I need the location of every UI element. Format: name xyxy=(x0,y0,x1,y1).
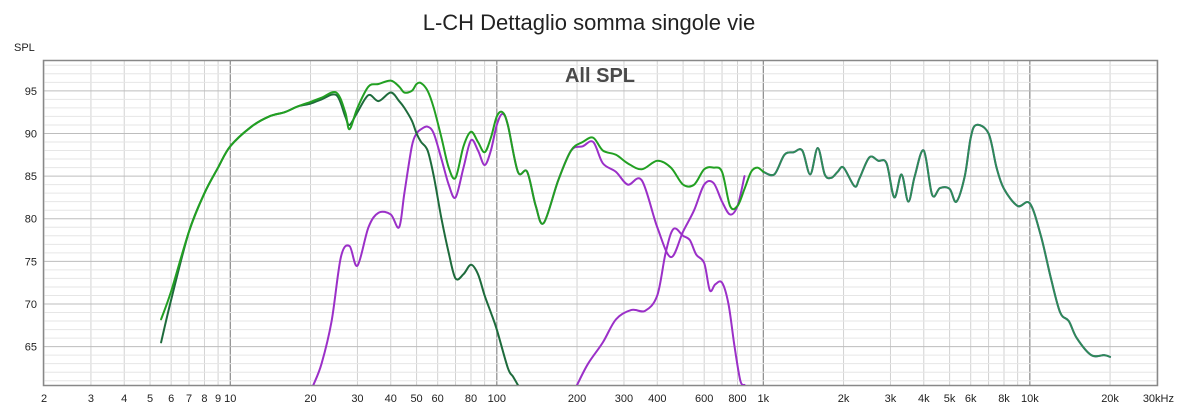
x-tick-label: 7 xyxy=(186,393,192,405)
x-tick-label: 100 xyxy=(488,393,506,405)
x-tick-label: 3 xyxy=(88,393,94,405)
x-tick-label: 4 xyxy=(121,393,127,405)
x-tick-label: 2 xyxy=(41,393,47,405)
x-tick-label: 600 xyxy=(695,393,713,405)
x-tick-label: 4k xyxy=(918,393,930,405)
x-tick-label: 20k xyxy=(1101,393,1119,405)
x-tick-label: 50 xyxy=(410,393,422,405)
x-tick-label: 6k xyxy=(965,393,977,405)
x-tick-label: 10k xyxy=(1021,393,1039,405)
x-tick-label: 9 xyxy=(215,393,221,405)
x-tick-label: 5k xyxy=(944,393,956,405)
series-group xyxy=(160,79,1112,385)
x-tick-label: 40 xyxy=(385,393,397,405)
y-axis: 65 70 75 80 85 90 95 xyxy=(25,86,37,354)
y-tick-label: 80 xyxy=(25,214,37,226)
y-tick-label: 70 xyxy=(25,299,37,311)
series-line-6 xyxy=(160,79,765,321)
x-tick-label: 30 xyxy=(351,393,363,405)
x-tick-label: 10 xyxy=(224,393,236,405)
x-tick-label: 2k xyxy=(838,393,850,405)
y-axis-label: SPL xyxy=(14,42,35,54)
x-tick-label: 6 xyxy=(168,393,174,405)
x-tick-label: 8k xyxy=(998,393,1010,405)
y-tick-label: 90 xyxy=(25,128,37,140)
x-axis: 2 3 4 5 6 7 8 9 10 20 30 40 50 60 80 100 200 300 400 600 800… xyxy=(41,393,1119,405)
y-tick-label: 95 xyxy=(25,86,37,98)
x-axis-unit-label: 30kHz xyxy=(1143,393,1174,405)
plot-frame xyxy=(42,59,1159,387)
x-tick-label: 200 xyxy=(568,393,586,405)
x-tick-label: 20 xyxy=(304,393,316,405)
x-tick-label: 80 xyxy=(465,393,477,405)
x-tick-label: 5 xyxy=(147,393,153,405)
x-tick-label: 800 xyxy=(728,393,746,405)
overlay-label: All SPL xyxy=(565,65,635,87)
x-tick-label: 8 xyxy=(201,393,207,405)
series-line-5 xyxy=(160,91,519,385)
x-tick-label: 3k xyxy=(885,393,897,405)
x-tick-label: 60 xyxy=(432,393,444,405)
y-tick-label: 85 xyxy=(25,171,37,183)
series-line-3 xyxy=(312,112,746,385)
x-tick-label: 400 xyxy=(648,393,666,405)
series-line-4 xyxy=(576,227,746,385)
y-tick-label: 75 xyxy=(25,256,37,268)
grid xyxy=(43,61,1158,385)
x-tick-label: 300 xyxy=(615,393,633,405)
y-tick-label: 65 xyxy=(25,342,37,354)
x-tick-label: 1k xyxy=(758,393,770,405)
series-line-2 xyxy=(762,123,1112,358)
chart-title: L-CH Dettaglio somma singole vie xyxy=(423,10,756,35)
